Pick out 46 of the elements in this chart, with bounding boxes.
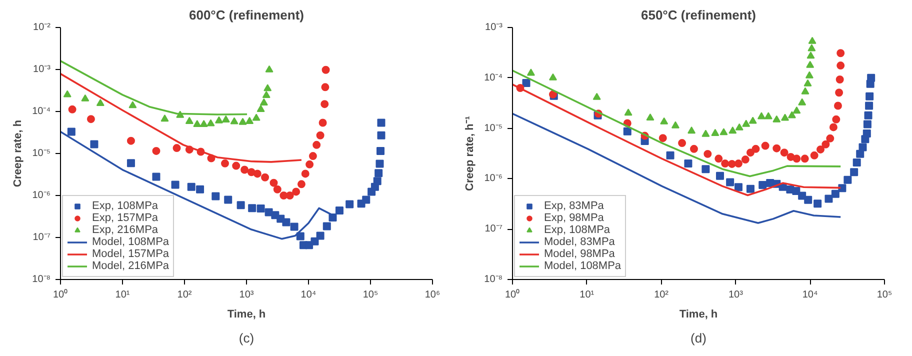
x-tick-label: 10³: [239, 290, 254, 300]
y-tick-label: 10⁻⁸: [484, 274, 502, 285]
x-tick-label: 10⁴: [802, 290, 818, 300]
legend-label: Exp, 216MPa: [92, 224, 158, 236]
y-tick-label: 10⁻⁷: [32, 232, 51, 243]
x-tick-label: 10²: [654, 290, 670, 300]
y-tick-label: 10⁻³: [485, 22, 504, 33]
x-tick-label: 10¹: [580, 290, 595, 300]
y-tick-label: 10⁻⁶: [32, 190, 51, 201]
legend-label: Model, 157MPa: [92, 248, 170, 260]
legend-label: Model, 108MPa: [544, 260, 622, 272]
y-tick-label: 10⁻⁴: [484, 72, 502, 84]
x-tick-label: 10³: [728, 290, 744, 300]
x-tick-label: 10¹: [115, 290, 130, 300]
y-tick-label: 10⁻⁷: [484, 224, 503, 235]
x-tick-label: 10⁰: [504, 288, 520, 300]
text: (d): [690, 330, 706, 346]
y-axis-title: Creep rate, h: [12, 120, 24, 188]
y-tick-label: 10⁻⁴: [32, 106, 50, 117]
x-tick-label: 10⁵: [362, 290, 378, 300]
y-tick-label: 10⁻⁸: [32, 274, 50, 285]
chart-title: 650°C (refinement): [640, 8, 756, 22]
x-axis-title: Time, h: [679, 308, 718, 320]
x-tick-label: 10⁴: [300, 290, 316, 300]
x-tick-label: 10⁶: [424, 290, 440, 300]
y-tick-label: 10⁻⁵: [484, 122, 503, 134]
text: (c): [238, 330, 254, 346]
legend-label: Model, 98MPa: [544, 248, 615, 260]
legend-label: Model, 108MPa: [92, 236, 170, 248]
chart-title: 600°C (refinement): [188, 8, 304, 22]
legend-label: Model, 216MPa: [92, 260, 170, 272]
x-tick-label: 10⁰: [52, 288, 68, 300]
y-tick-label: 10⁻³: [33, 64, 52, 75]
y-tick-label: 10⁻⁵: [32, 148, 51, 159]
x-tick-label: 10⁵: [876, 290, 892, 300]
x-tick-label: 10²: [177, 290, 192, 300]
x-axis-title: Time, h: [227, 308, 266, 320]
y-axis-title: Creep rate, h⁻¹: [464, 116, 476, 191]
y-tick-label: 10⁻⁶: [484, 173, 503, 184]
legend-label: Exp, 108MPa: [544, 224, 610, 236]
legend-label: Exp, 108MPa: [92, 200, 158, 212]
legend-label: Model, 83MPa: [544, 236, 615, 248]
legend-label: Exp, 157MPa: [92, 212, 158, 224]
legend-label: Exp, 98MPa: [544, 212, 604, 224]
y-tick-label: 10⁻²: [33, 22, 52, 33]
legend-label: Exp, 83MPa: [544, 200, 604, 212]
